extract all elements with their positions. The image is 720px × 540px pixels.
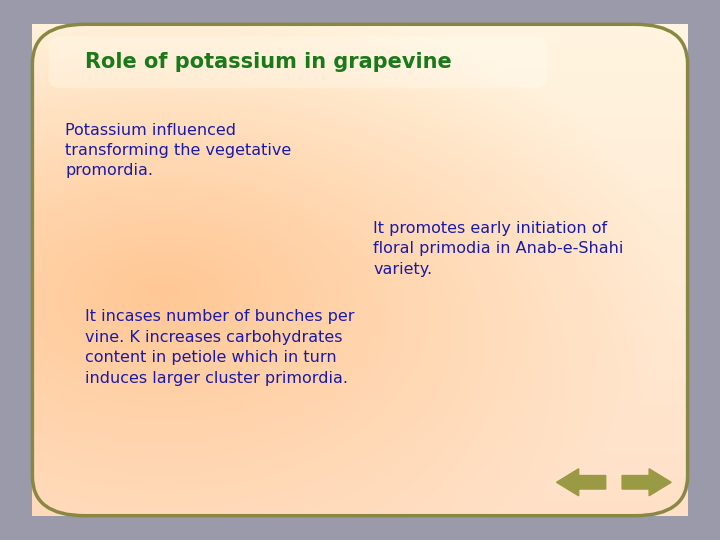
Text: Role of potassium in grapevine: Role of potassium in grapevine <box>85 52 451 72</box>
FancyArrow shape <box>622 469 671 496</box>
Text: It promotes early initiation of
floral primodia in Anab-e-Shahi
variety.: It promotes early initiation of floral p… <box>373 221 624 276</box>
Text: It incases number of bunches per
vine. K increases carbohydrates
content in peti: It incases number of bunches per vine. K… <box>85 309 354 386</box>
FancyBboxPatch shape <box>49 37 546 88</box>
Text: Potassium influenced
transforming the vegetative
promordia.: Potassium influenced transforming the ve… <box>65 123 292 178</box>
FancyArrow shape <box>557 469 606 496</box>
